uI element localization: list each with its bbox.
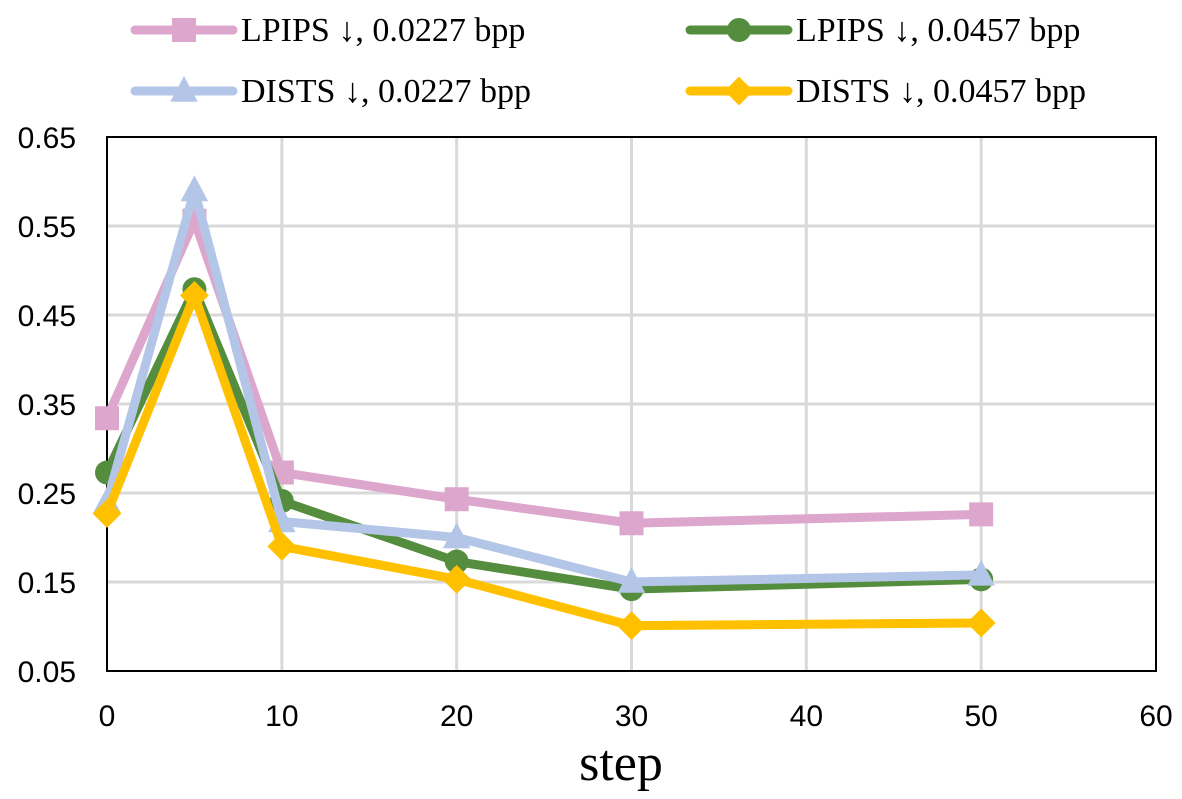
x-axis-label: step bbox=[579, 735, 663, 792]
legend-label: LPIPS ↓, 0.0227 bpp bbox=[241, 12, 525, 49]
x-tick-label: 30 bbox=[615, 700, 648, 733]
data-point bbox=[442, 564, 472, 594]
legend-marker bbox=[727, 18, 751, 42]
data-point bbox=[617, 567, 646, 593]
data-point bbox=[967, 559, 995, 586]
y-axis-ticks: 0.05 0.15 0.25 0.35 0.45 0.55 0.65 bbox=[18, 122, 76, 689]
y-tick-label: 0.35 bbox=[18, 389, 76, 422]
legend-marker bbox=[724, 76, 754, 106]
data-point bbox=[180, 175, 209, 202]
legend-marker bbox=[172, 18, 196, 42]
x-tick-label: 10 bbox=[265, 700, 298, 733]
data-point bbox=[619, 511, 644, 536]
x-tick-label: 40 bbox=[790, 700, 823, 733]
series-line bbox=[102, 290, 986, 631]
x-tick-label: 50 bbox=[964, 700, 997, 733]
series-layer bbox=[92, 175, 996, 641]
data-point bbox=[969, 502, 994, 527]
plot-area-frame bbox=[106, 136, 1157, 672]
data-point bbox=[444, 549, 469, 574]
y-tick-label: 0.15 bbox=[18, 567, 76, 600]
data-point bbox=[442, 522, 471, 549]
series-line bbox=[102, 185, 986, 587]
x-tick-label: 0 bbox=[99, 700, 116, 733]
legend-item: LPIPS ↓, 0.0457 bpp bbox=[685, 12, 1080, 49]
x-tick-label: 20 bbox=[440, 700, 473, 733]
data-point bbox=[617, 611, 646, 641]
legend-marker bbox=[170, 76, 198, 102]
y-tick-label: 0.05 bbox=[18, 656, 76, 689]
y-tick-label: 0.45 bbox=[18, 300, 76, 333]
y-tick-label: 0.25 bbox=[18, 478, 76, 511]
data-point bbox=[966, 608, 996, 638]
data-point bbox=[92, 499, 122, 528]
x-tick-label: 60 bbox=[1139, 700, 1172, 733]
x-axis-ticks: 0 10 20 30 40 50 60 bbox=[99, 700, 1173, 733]
data-point bbox=[180, 281, 209, 310]
y-tick-label: 0.55 bbox=[18, 211, 76, 244]
series-dists-0-0457-bpp bbox=[92, 281, 996, 641]
legend-label: DISTS ↓, 0.0457 bpp bbox=[796, 73, 1086, 110]
legend-item: DISTS ↓, 0.0457 bpp bbox=[685, 73, 1086, 110]
legend-item: LPIPS ↓, 0.0227 bpp bbox=[130, 12, 525, 49]
data-point bbox=[267, 532, 297, 561]
legend-label: LPIPS ↓, 0.0457 bpp bbox=[796, 12, 1080, 49]
data-point bbox=[95, 406, 119, 431]
legend: LPIPS ↓, 0.0227 bpp LPIPS ↓, 0.0457 bpp DI… bbox=[130, 12, 1086, 110]
legend-item: DISTS ↓, 0.0227 bpp bbox=[130, 73, 531, 110]
y-tick-label: 0.65 bbox=[18, 122, 76, 155]
data-point bbox=[444, 487, 469, 512]
legend-label: DISTS ↓, 0.0227 bpp bbox=[241, 73, 531, 110]
